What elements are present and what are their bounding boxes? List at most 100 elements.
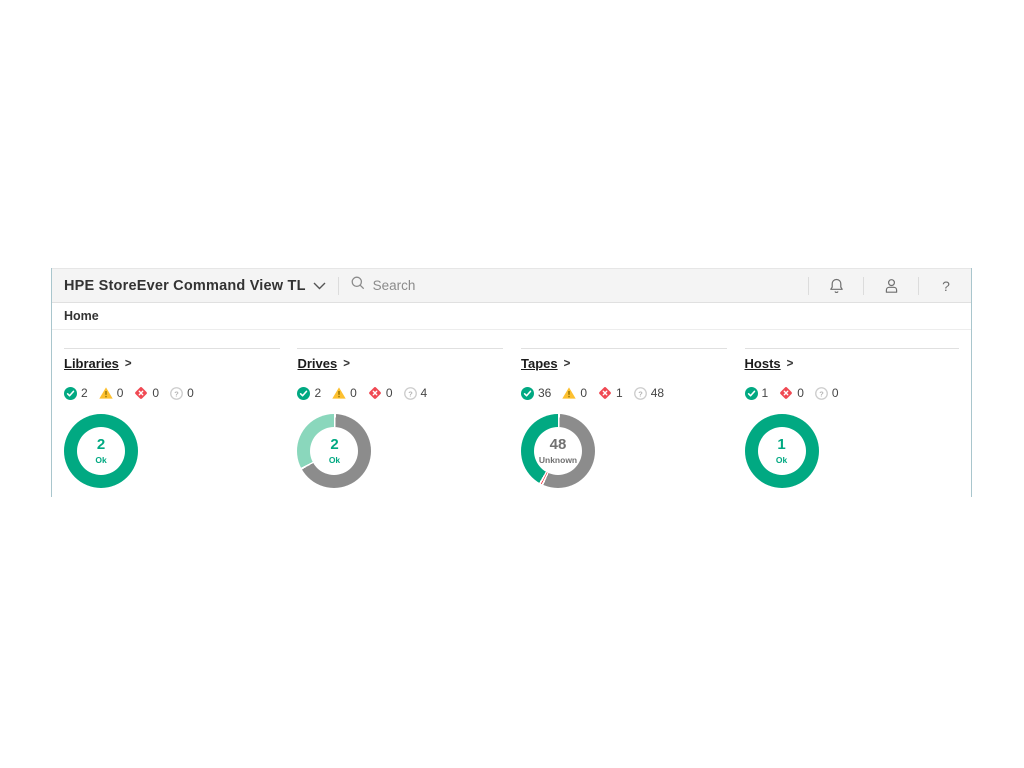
actions-divider-2 <box>863 276 864 295</box>
search-input[interactable] <box>372 278 673 293</box>
section-arrow[interactable]: > <box>124 357 132 370</box>
status-warning-icon <box>562 387 577 399</box>
actions-divider-3 <box>918 276 919 295</box>
donut-center: 1 Ok <box>757 427 806 475</box>
donut-chart[interactable]: 2 Ok <box>297 414 372 488</box>
actions-divider-1 <box>808 276 809 295</box>
svg-text:?: ? <box>408 389 413 398</box>
svg-text:?: ? <box>638 389 643 398</box>
status-ok-icon <box>521 386 534 400</box>
card-top-rule <box>744 348 959 349</box>
status-row: 36 0 1? 48 <box>521 386 727 400</box>
section-arrow[interactable]: > <box>786 357 794 370</box>
section-title-link[interactable]: Drives <box>297 356 338 371</box>
section-title-link[interactable]: Hosts <box>744 356 781 371</box>
donut-label: Ok <box>775 455 788 465</box>
section-arrow[interactable]: > <box>343 357 350 370</box>
header-actions: ? <box>796 274 961 298</box>
section-arrow[interactable]: > <box>563 357 571 370</box>
status-unknown: ? 48 <box>633 386 665 400</box>
status-warning-icon <box>332 387 346 399</box>
status-warning: 0 <box>332 386 357 400</box>
donut-value: 48 <box>549 436 567 453</box>
status-ok: 1 <box>744 386 769 400</box>
status-count: 48 <box>650 386 665 400</box>
status-count: 0 <box>116 386 124 400</box>
status-count: 0 <box>797 386 804 400</box>
status-ok: 36 <box>521 386 551 400</box>
card-top-rule <box>64 348 281 349</box>
status-error-icon <box>369 387 381 399</box>
status-unknown: ? 0 <box>814 386 839 400</box>
status-row: 2 0 0? 0 <box>64 386 280 400</box>
status-error: 1 <box>598 386 623 400</box>
status-error: 0 <box>134 386 159 400</box>
status-count: 0 <box>152 386 160 400</box>
card-top-rule <box>521 348 727 349</box>
status-error-icon <box>780 387 793 399</box>
status-ok: 2 <box>297 386 321 400</box>
card-top-rule <box>297 348 503 349</box>
status-card: Libraries > 2 0 0? 0 2 Ok <box>64 348 281 488</box>
donut-center: 2 Ok <box>77 427 125 475</box>
donut-chart[interactable]: 2 Ok <box>64 414 138 488</box>
status-error-icon <box>135 387 148 399</box>
svg-text:?: ? <box>174 389 179 398</box>
status-ok-icon <box>297 386 311 400</box>
donut-center: 48 Unknown <box>534 427 582 475</box>
status-unknown-icon: ? <box>814 386 828 400</box>
status-row: 2 0 0? 4 <box>297 386 503 400</box>
status-warning-icon <box>98 387 113 399</box>
status-count: 0 <box>831 386 839 400</box>
status-unknown: ? 4 <box>403 386 428 400</box>
donut-value: 1 <box>777 436 786 453</box>
status-unknown-icon: ? <box>170 386 183 400</box>
donut-label: Unknown <box>538 455 578 465</box>
app-header: HPE StoreEver Command View TL ? <box>52 268 971 303</box>
chevron-down-icon[interactable] <box>313 282 326 290</box>
status-count: 0 <box>350 386 357 400</box>
app-title[interactable]: HPE StoreEver Command View TL <box>64 277 306 294</box>
status-unknown-icon: ? <box>633 386 647 400</box>
donut-center: 2 Ok <box>310 427 359 475</box>
cards: Libraries > 2 0 0? 0 2 Ok Drives > 2 0 0? 4 2 … <box>52 330 971 488</box>
status-warning: 0 <box>98 386 124 400</box>
status-count: 2 <box>314 386 322 400</box>
donut-chart[interactable]: 48 Unknown <box>521 414 595 488</box>
status-error: 0 <box>368 386 393 400</box>
section-title-link[interactable]: Libraries <box>64 356 119 371</box>
status-error: 0 <box>779 386 804 400</box>
donut-chart[interactable]: 1 Ok <box>744 414 819 488</box>
status-card: Drives > 2 0 0? 4 2 Ok <box>297 348 503 488</box>
donut-value: 2 <box>330 436 339 453</box>
status-error-icon <box>599 387 611 399</box>
status-count: 1 <box>761 386 769 400</box>
donut-label: Ok <box>95 455 107 465</box>
status-count: 36 <box>538 386 552 400</box>
status-count: 0 <box>580 386 588 400</box>
status-ok-icon <box>744 386 758 400</box>
section-title-link[interactable]: Tapes <box>521 356 558 371</box>
notifications-bell-icon[interactable] <box>821 274 851 298</box>
donut-value: 2 <box>96 436 106 453</box>
search-area <box>351 276 796 295</box>
help-icon[interactable]: ? <box>942 277 950 294</box>
command-view-app-window: HPE StoreEver Command View TL ? <box>51 268 972 497</box>
breadcrumb-home[interactable]: Home <box>64 309 99 323</box>
status-card: Tapes > 36 0 1? 48 48 Unknown <box>521 348 727 488</box>
user-account-icon[interactable] <box>876 274 906 298</box>
status-warning: 0 <box>562 386 587 400</box>
search-icon <box>351 276 365 295</box>
header-divider <box>337 276 339 295</box>
status-count: 0 <box>187 386 194 400</box>
status-ok-icon <box>64 386 77 400</box>
status-unknown-icon: ? <box>403 386 417 400</box>
status-count: 2 <box>81 386 88 400</box>
status-ok: 2 <box>64 386 88 400</box>
status-count: 0 <box>385 386 393 400</box>
status-card: Hosts > 1 0? 0 1 Ok <box>744 348 959 488</box>
status-count: 1 <box>616 386 623 400</box>
status-count: 4 <box>420 386 428 400</box>
breadcrumb: Home <box>52 303 971 330</box>
status-row: 1 0? 0 <box>744 386 959 400</box>
